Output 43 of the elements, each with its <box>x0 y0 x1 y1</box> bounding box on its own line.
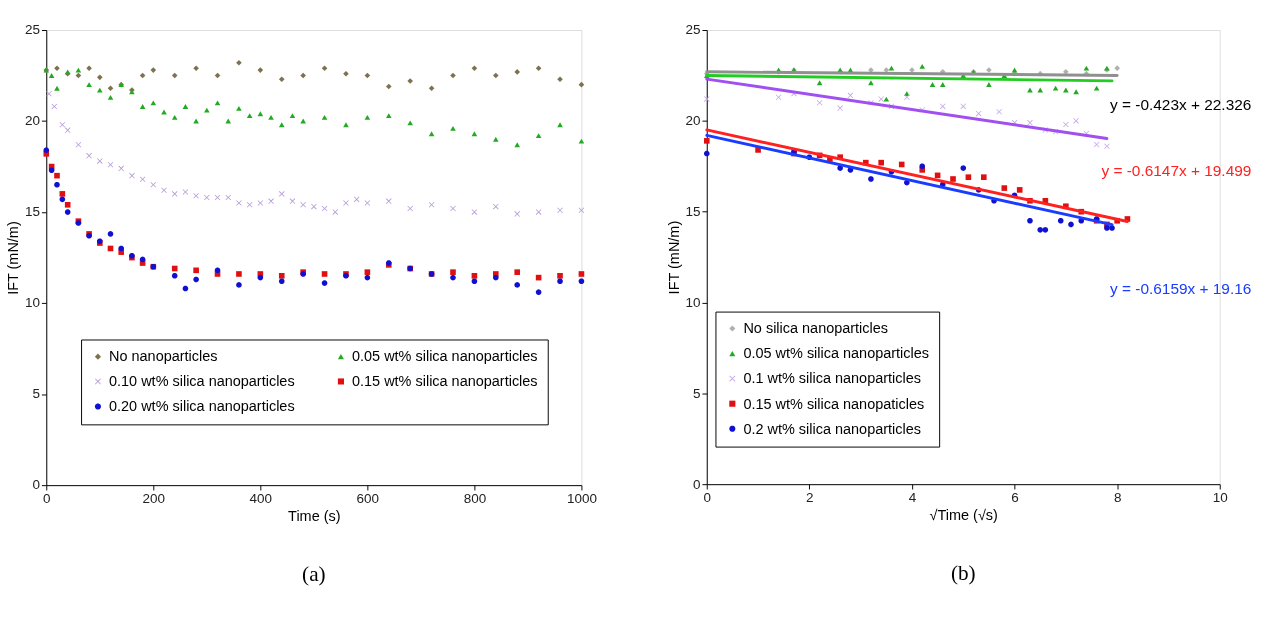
x-tick-label: 1000 <box>566 490 597 506</box>
y-tick-label: 0 <box>693 476 701 492</box>
text: (a) <box>302 561 326 586</box>
y-tick-label: 20 <box>25 113 41 129</box>
annotation: y = -0.423x + 22.326 <box>1110 95 1252 113</box>
legend-label: No nanoparticles <box>109 348 218 365</box>
annotation: y = -0.6147x + 19.499 <box>1101 161 1252 179</box>
text: (b) <box>950 560 976 585</box>
y-tick-label: 15 <box>25 204 41 220</box>
legend-label: 0.15 wt% silica nanoparticles <box>352 373 538 390</box>
x-tick-label: 6 <box>1011 490 1019 506</box>
x-tick-label: 10 <box>1212 490 1228 506</box>
y-axis-title: IFT (mN/m) <box>5 221 22 295</box>
x-tick-label: 0 <box>703 490 712 506</box>
x-tick-label: 800 <box>463 490 487 506</box>
y-axis-title: IFT (mN/m) <box>665 220 682 295</box>
legend-label: No silica nanoparticles <box>743 320 889 337</box>
x-tick-label: 8 <box>1113 490 1122 506</box>
y-tick-label: 25 <box>25 22 41 38</box>
y-tick-label: 5 <box>693 385 701 401</box>
legend-label: 0.20 wt% silica nanoparticles <box>109 398 295 415</box>
x-tick-label: 0 <box>43 490 51 506</box>
x-tick-label: 600 <box>356 490 380 506</box>
y-tick-label: 0 <box>32 477 41 493</box>
y-tick-label: 25 <box>685 22 701 38</box>
y-tick-label: 10 <box>685 294 701 310</box>
legend-label: 0.05 wt% silica nanoparticles <box>352 348 538 365</box>
x-tick-label: 4 <box>908 490 917 506</box>
x-axis-title: √Time (√s) <box>929 507 998 524</box>
y-tick-label: 5 <box>32 386 41 402</box>
x-tick-label: 400 <box>249 490 273 506</box>
y-tick-label: 20 <box>685 113 701 129</box>
x-axis-title: Time (s) <box>288 508 341 525</box>
x-tick-label: 200 <box>142 490 166 506</box>
annotation: y = -0.6159x + 19.16 <box>1110 279 1252 297</box>
y-tick-label: 15 <box>685 204 701 220</box>
x-tick-label: 2 <box>806 490 814 506</box>
legend-label: 0.10 wt% silica nanoparticles <box>109 373 295 390</box>
legend-label: 0.15 wt% silica nanopaticles <box>743 395 925 412</box>
y-tick-label: 10 <box>25 295 41 311</box>
legend-label: 0.2 wt% silica nanoparticles <box>743 420 921 437</box>
legend-label: 0.05 wt% silica nanoparticles <box>743 345 929 362</box>
legend-label: 0.1 wt% silica nanoparticles <box>743 370 921 387</box>
